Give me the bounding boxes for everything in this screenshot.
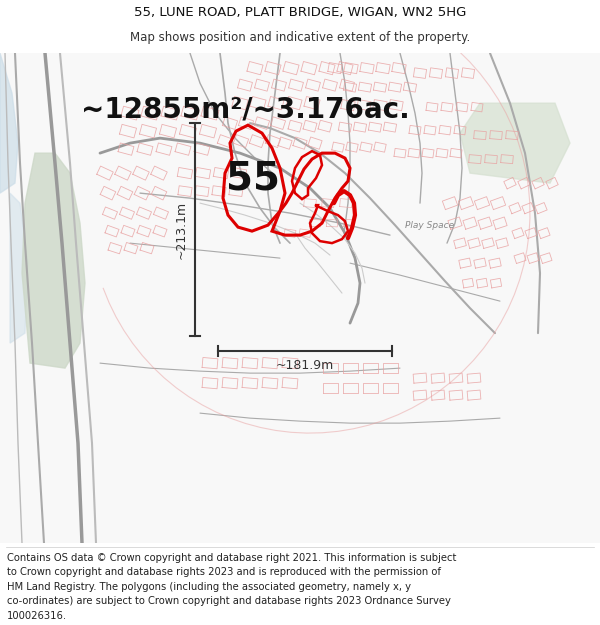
Polygon shape [460,103,570,183]
Text: ~181.9m: ~181.9m [276,359,334,372]
Text: 55, LUNE ROAD, PLATT BRIDGE, WIGAN, WN2 5HG: 55, LUNE ROAD, PLATT BRIDGE, WIGAN, WN2 … [134,6,466,19]
Text: Contains OS data © Crown copyright and database right 2021. This information is : Contains OS data © Crown copyright and d… [7,553,457,621]
Text: Play Space: Play Space [406,221,455,229]
Polygon shape [22,153,85,368]
Polygon shape [0,53,18,193]
Text: 55: 55 [226,159,280,197]
Polygon shape [10,193,28,343]
Text: ~12855m²/~3.176ac.: ~12855m²/~3.176ac. [80,95,409,123]
Text: ~213.1m: ~213.1m [175,201,187,259]
Text: Map shows position and indicative extent of the property.: Map shows position and indicative extent… [130,31,470,44]
